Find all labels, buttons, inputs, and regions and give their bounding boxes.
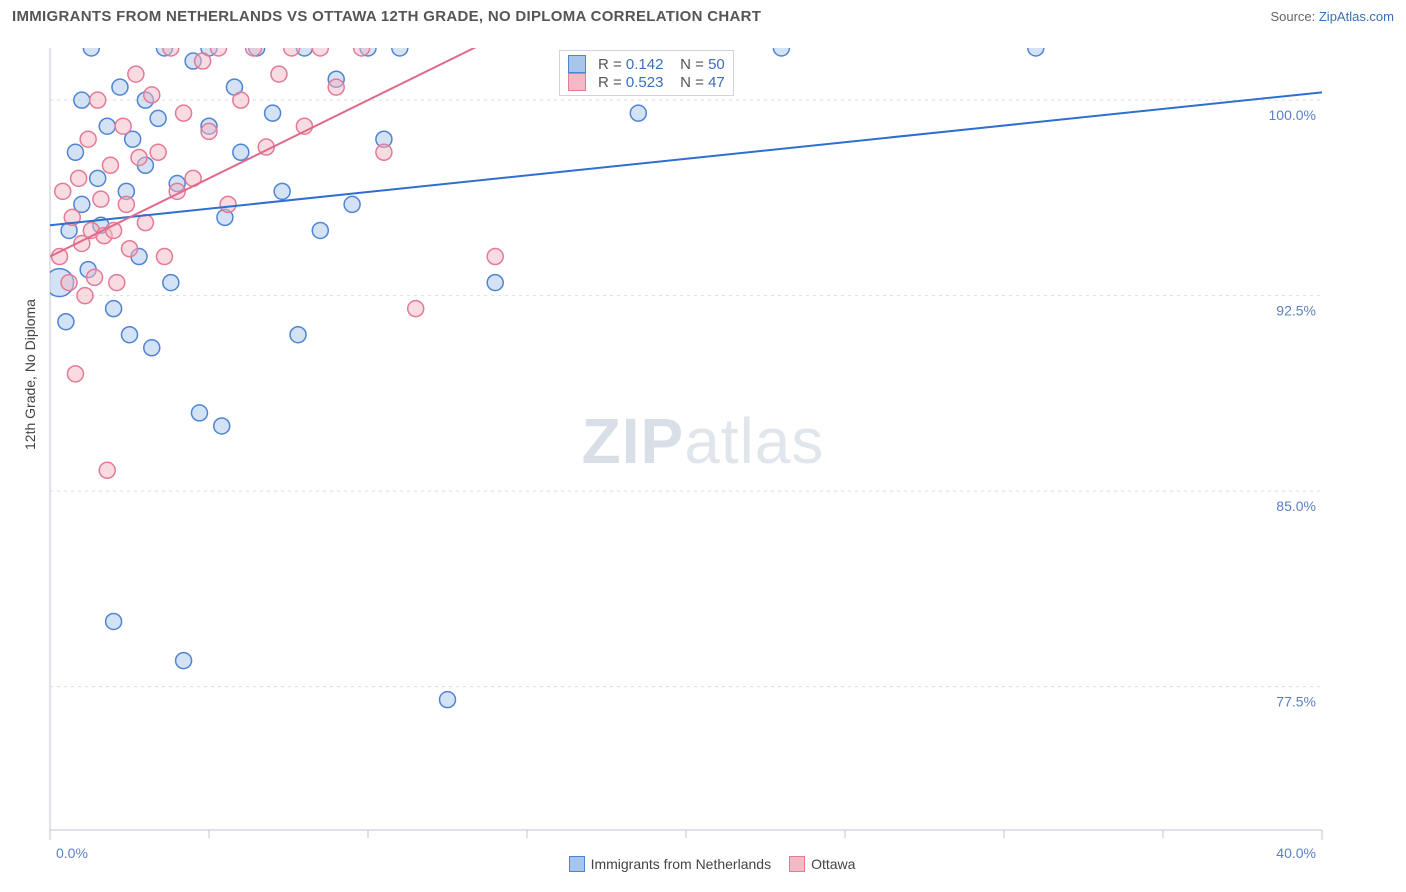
corr-row: R = 0.523 N = 47 bbox=[568, 73, 725, 91]
svg-text:77.5%: 77.5% bbox=[1276, 694, 1316, 710]
svg-text:85.0%: 85.0% bbox=[1276, 498, 1316, 514]
y-axis-label: 12th Grade, No Diploma bbox=[22, 299, 38, 450]
scatter-plot: 77.5%85.0%92.5%100.0%0.0%40.0% bbox=[14, 38, 1392, 878]
legend-swatch bbox=[789, 856, 805, 872]
legend-swatch bbox=[568, 55, 586, 73]
svg-text:100.0%: 100.0% bbox=[1269, 107, 1316, 123]
legend-label: Ottawa bbox=[811, 856, 855, 872]
legend-label: Immigrants from Netherlands bbox=[591, 856, 772, 872]
legend-swatch bbox=[568, 73, 586, 91]
chart-title: IMMIGRANTS FROM NETHERLANDS VS OTTAWA 12… bbox=[12, 8, 761, 25]
correlation-stats-box: R = 0.142 N = 50 R = 0.523 N = 47 bbox=[559, 50, 734, 96]
corr-row: R = 0.142 N = 50 bbox=[568, 55, 725, 73]
bottom-legend: Immigrants from Netherlands Ottawa bbox=[14, 856, 1392, 872]
source-link[interactable]: ZipAtlas.com bbox=[1319, 9, 1394, 24]
svg-text:92.5%: 92.5% bbox=[1276, 303, 1316, 319]
chart-source: Source: ZipAtlas.com bbox=[1270, 9, 1394, 24]
legend-swatch bbox=[569, 856, 585, 872]
